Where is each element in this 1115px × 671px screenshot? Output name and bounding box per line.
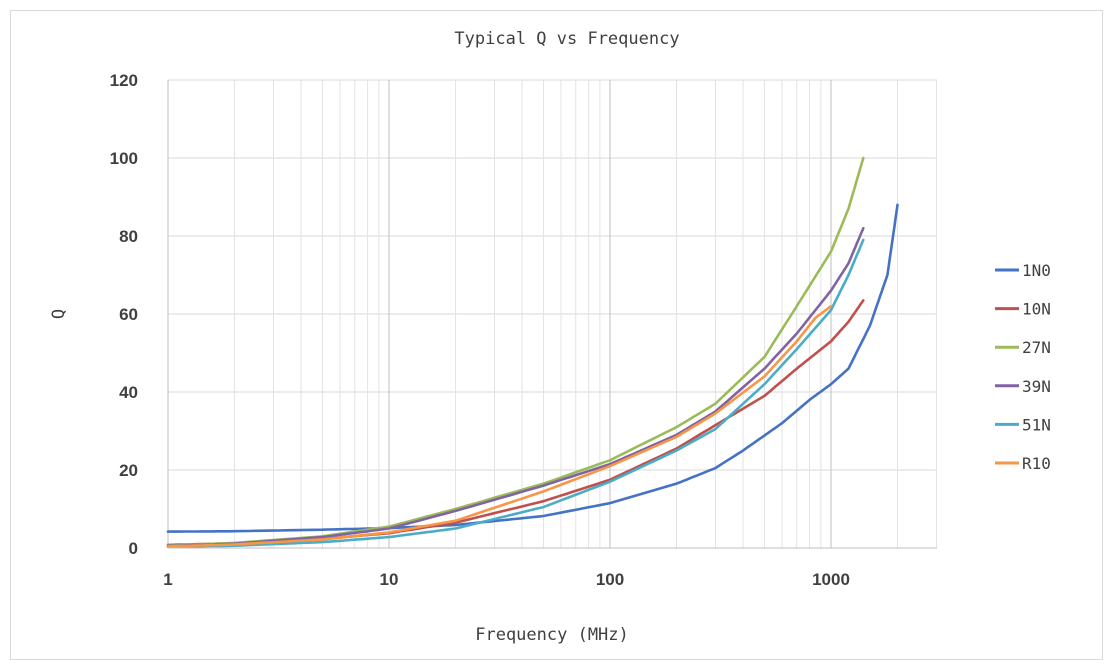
series-lines bbox=[166, 156, 899, 549]
y-tick-label: 20 bbox=[119, 461, 138, 480]
y-gridlines bbox=[168, 79, 937, 471]
legend-item: 27N bbox=[995, 338, 1051, 357]
y-tick-label: 80 bbox=[119, 227, 138, 246]
series-line-1n0 bbox=[166, 203, 899, 533]
series-line-r10 bbox=[166, 304, 833, 548]
y-tick-label: 40 bbox=[119, 383, 138, 402]
x-tick-label: 1 bbox=[163, 570, 172, 589]
x-tick-labels: 1 10 100 1000 bbox=[163, 570, 850, 589]
y-axis-title: Q bbox=[49, 309, 69, 319]
legend-item: 39N bbox=[995, 377, 1051, 396]
legend-label: 51N bbox=[1022, 415, 1051, 434]
series-line-39n bbox=[166, 226, 865, 548]
x-tick-label: 10 bbox=[380, 570, 399, 589]
chart-frame bbox=[10, 10, 1103, 660]
legend-label: 39N bbox=[1022, 377, 1051, 396]
x-gridlines bbox=[167, 80, 937, 548]
y-tick-label: 100 bbox=[110, 149, 138, 168]
legend-label: 27N bbox=[1022, 338, 1051, 357]
x-tick-label: 100 bbox=[596, 570, 624, 589]
series-line-10n bbox=[166, 299, 865, 547]
series-line-51n bbox=[166, 238, 865, 549]
legend-label: 1N0 bbox=[1022, 261, 1051, 280]
legend-item: 1N0 bbox=[995, 261, 1051, 280]
legend-item: 10N bbox=[995, 300, 1051, 319]
y-tick-label: 120 bbox=[110, 71, 138, 90]
legend-item: 51N bbox=[995, 415, 1051, 434]
legend-label: 10N bbox=[1022, 300, 1051, 319]
legend-item: R10 bbox=[995, 454, 1051, 473]
y-tick-label: 0 bbox=[129, 539, 138, 558]
x-tick-label: 1000 bbox=[812, 570, 850, 589]
chart-title: Typical Q vs Frequency bbox=[454, 29, 679, 49]
y-tick-labels: 0 20 40 60 80 100 120 bbox=[110, 71, 138, 558]
y-tick-label: 60 bbox=[119, 305, 138, 324]
legend: 1N0 10N 27N 39N 51N R10 bbox=[995, 261, 1051, 473]
series-line-27n bbox=[166, 156, 865, 548]
x-axis-title: Frequency (MHz) bbox=[475, 625, 629, 645]
legend-label: R10 bbox=[1022, 454, 1051, 473]
